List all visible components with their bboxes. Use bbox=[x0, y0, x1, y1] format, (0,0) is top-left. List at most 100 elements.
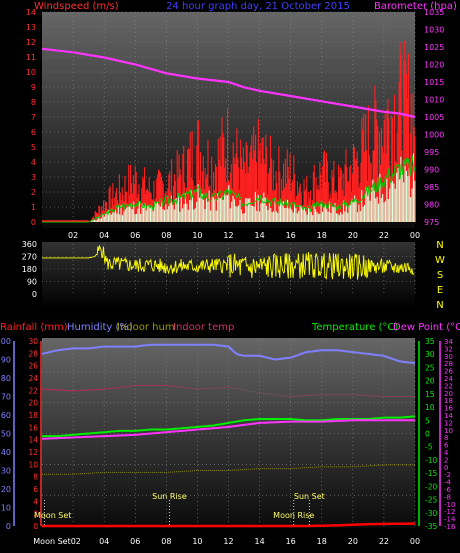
temperature-tick-label: -15 bbox=[425, 469, 437, 478]
dewpoint-tick-label: 34 bbox=[444, 338, 453, 346]
rainfall-tick-label: 14 bbox=[28, 436, 38, 445]
time-tick-label: 18 bbox=[317, 537, 327, 546]
time-tick-label: 14 bbox=[254, 537, 264, 546]
dewpoint-tick-label: 26 bbox=[444, 368, 453, 376]
dewpoint-tick-label: -2 bbox=[444, 471, 451, 479]
dew-point-line bbox=[41, 419, 415, 440]
dewpoint-tick-label: 16 bbox=[444, 405, 453, 413]
humidity-tick-label: 30 bbox=[1, 467, 11, 476]
time-tick-label: 00 bbox=[410, 231, 420, 240]
barometer-tick-label: 1025 bbox=[424, 43, 444, 52]
barometer-tick-label: 1030 bbox=[424, 26, 444, 35]
windspeed-tick-label: 2 bbox=[31, 188, 36, 197]
windspeed-tick-label: 10 bbox=[26, 68, 36, 77]
humidity-tick-label: 20 bbox=[1, 485, 11, 494]
dewpoint-tick-label: 24 bbox=[444, 375, 453, 383]
dewpoint-tick-label: 20 bbox=[444, 390, 453, 398]
direction-tick-label: 90 bbox=[27, 278, 37, 287]
time-tick-label: 06 bbox=[130, 231, 140, 240]
time-tick-label: 16 bbox=[286, 231, 296, 240]
dewpoint-tick-label: 6 bbox=[444, 442, 449, 450]
compass-label: E bbox=[437, 285, 443, 296]
dewpoint-tick-label: -4 bbox=[444, 479, 452, 487]
time-tick-label: 20 bbox=[348, 537, 358, 546]
barometer-tick-label: 1000 bbox=[424, 131, 444, 140]
humidity-tick-label: 10 bbox=[1, 504, 11, 513]
dewpoint-tick-label: 0 bbox=[444, 464, 448, 472]
dewpoint-tick-label: 28 bbox=[444, 360, 453, 368]
windspeed-tick-label: 3 bbox=[31, 173, 36, 182]
humidity-tick-label: 0 bbox=[6, 522, 11, 531]
dewpoint-tick-label: -14 bbox=[444, 516, 456, 524]
humidity-tick-label: 90 bbox=[1, 356, 11, 365]
humidity-tick-label: 100 bbox=[0, 337, 11, 346]
barometer-tick-label: 1015 bbox=[424, 78, 444, 87]
humidity-tick-label: 60 bbox=[1, 411, 11, 420]
windspeed-tick-label: 11 bbox=[26, 53, 36, 62]
rainfall-tick-label: 6 bbox=[33, 485, 38, 494]
humidity-tick-label: 70 bbox=[1, 393, 11, 402]
wind-speed-line bbox=[42, 155, 416, 223]
temperature-tick-label: 20 bbox=[425, 377, 435, 386]
rainfall-tick-label: 20 bbox=[28, 399, 38, 408]
temperature-label: Temperature (°C) bbox=[311, 322, 398, 333]
temperature-tick-label: -35 bbox=[425, 522, 437, 531]
compass-label: N bbox=[436, 300, 443, 311]
dewpoint-tick-label: -8 bbox=[444, 493, 451, 501]
chart-title: 24 hour graph day, 21 October 2015 bbox=[166, 1, 350, 12]
time-tick-label: 16 bbox=[286, 537, 296, 546]
grid-lines bbox=[42, 11, 416, 526]
event-label: Moon Set bbox=[34, 511, 71, 520]
dewpoint-tick-label: 14 bbox=[444, 412, 453, 420]
direction-tick-label: 270 bbox=[22, 253, 37, 262]
rainfall-tick-label: 4 bbox=[33, 497, 38, 506]
rainfall-tick-label: 16 bbox=[28, 423, 38, 432]
rainfall-tick-label: 8 bbox=[33, 473, 38, 482]
wind-pressure-chart: 0123456789101112131497598098599099510001… bbox=[26, 8, 445, 240]
temperature-tick-label: -30 bbox=[425, 509, 437, 518]
temperature-tick-label: -10 bbox=[425, 456, 437, 465]
rainfall-line bbox=[42, 522, 416, 528]
barometer-tick-label: 985 bbox=[424, 183, 439, 192]
dewpoint-tick-label: -16 bbox=[444, 523, 456, 531]
dewpoint-tick-label: 4 bbox=[444, 449, 449, 457]
time-tick-label: 10 bbox=[192, 537, 202, 546]
rainfall-tick-label: 2 bbox=[33, 510, 38, 519]
barometer-tick-label: 1035 bbox=[424, 8, 444, 17]
rainfall-tick-label: 24 bbox=[28, 374, 38, 383]
temperature-tick-label: -25 bbox=[425, 496, 437, 505]
indoor-hum-label: Indoor hum bbox=[117, 322, 175, 333]
dewpoint-tick-label: -6 bbox=[444, 486, 452, 494]
rainfall-tick-label: 22 bbox=[28, 386, 38, 395]
dewpoint-tick-label: -10 bbox=[444, 501, 455, 509]
event-label: Sun Rise bbox=[152, 492, 187, 501]
windspeed-tick-label: 14 bbox=[26, 8, 36, 17]
temperature-tick-label: 35 bbox=[425, 337, 435, 346]
temperature-tick-label: 30 bbox=[425, 350, 435, 359]
time-tick-label: 04 bbox=[99, 537, 109, 546]
dewpoint-tick-label: 10 bbox=[444, 427, 453, 435]
humidity-label: Humidity (%) bbox=[67, 322, 133, 333]
time-tick-label: 18 bbox=[317, 231, 327, 240]
direction-panel-background bbox=[42, 242, 415, 308]
time-tick-label: Moon Set02 bbox=[33, 537, 81, 546]
barometer-tick-label: 980 bbox=[424, 201, 439, 210]
event-label: Moon Rise bbox=[273, 511, 314, 520]
temperature-tick-label: -5 bbox=[425, 443, 433, 452]
compass-label: N bbox=[436, 240, 443, 251]
temperature-humidity-chart: 0102030405060708090100024681012141618202… bbox=[0, 337, 456, 546]
temperature-tick-label: 5 bbox=[425, 416, 430, 425]
time-tick-label: 00 bbox=[410, 537, 420, 546]
rainfall-tick-label: 28 bbox=[28, 349, 38, 358]
time-tick-label: 10 bbox=[192, 231, 202, 240]
time-tick-label: 22 bbox=[379, 231, 389, 240]
direction-tick-label: 360 bbox=[22, 240, 37, 249]
time-tick-label: 20 bbox=[348, 231, 358, 240]
time-tick-label: 22 bbox=[379, 537, 389, 546]
rainfall-tick-label: 10 bbox=[28, 460, 38, 469]
barometer-tick-label: 1010 bbox=[424, 96, 444, 105]
windspeed-tick-label: 5 bbox=[31, 143, 36, 152]
windspeed-tick-label: 12 bbox=[26, 38, 36, 47]
